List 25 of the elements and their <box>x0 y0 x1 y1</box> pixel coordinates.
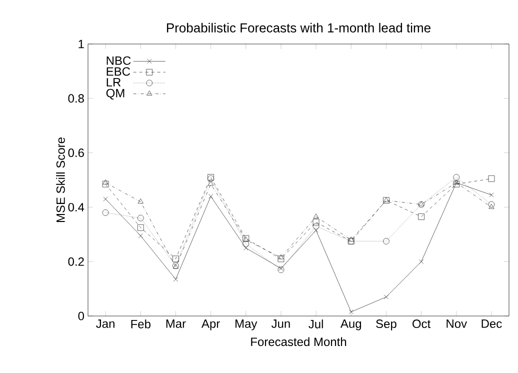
x-tick-label: Feb <box>131 320 150 328</box>
legend-label: QM <box>106 88 124 100</box>
legend-label: NBC <box>106 56 131 65</box>
y-tick-label: 0.6 <box>68 148 84 158</box>
x-tick-label: May <box>236 320 258 330</box>
y-tick-label: 1 <box>78 40 84 48</box>
x-tick-label: Sep <box>376 320 396 330</box>
y-axis-title: MSE Skill Score <box>56 138 65 222</box>
x-tick-label: Nov <box>446 320 468 328</box>
x-tick-label: Aug <box>340 320 362 330</box>
x-axis-title: Forecasted Month <box>251 337 346 346</box>
x-tick-label: Jan <box>96 320 114 328</box>
legend-label: LR <box>106 78 121 86</box>
chart-title: Probabilistic Forecasts with 1-month lead time <box>166 22 430 32</box>
x-tick-label: Mar <box>166 320 186 328</box>
y-tick-label: 0.4 <box>68 202 84 212</box>
y-tick-label: 0.2 <box>68 257 84 266</box>
x-tick-label: Jun <box>271 320 290 328</box>
x-tick-label: Dec <box>482 320 502 328</box>
x-tick-label: Jul <box>308 320 323 328</box>
x-tick-label: Apr <box>201 320 220 330</box>
legend-label: EBC <box>106 67 130 76</box>
y-tick-label: 0 <box>78 312 84 320</box>
y-tick-label: 0.8 <box>68 94 84 103</box>
x-tick-label: Oct <box>412 320 431 328</box>
